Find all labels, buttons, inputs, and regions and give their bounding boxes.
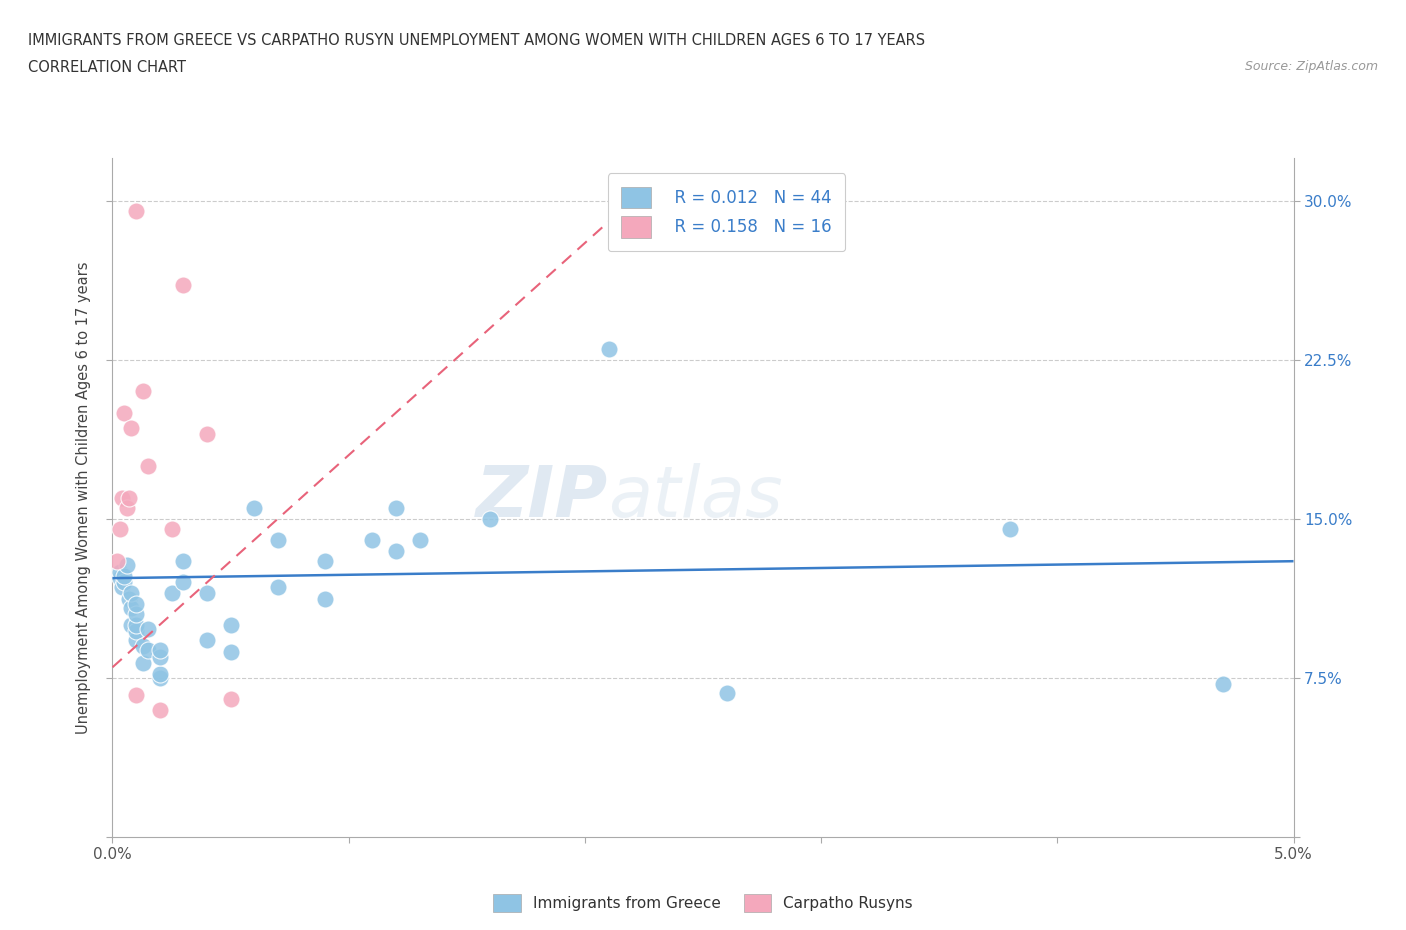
- Point: [125, 687, 148, 702]
- Point: [125, 606, 148, 621]
- Point: [108, 571, 131, 586]
- Point: [136, 643, 159, 658]
- Text: Source: ZipAtlas.com: Source: ZipAtlas.com: [1244, 60, 1378, 73]
- Point: [136, 621, 159, 636]
- Point: [998, 522, 1021, 537]
- Point: [120, 618, 142, 632]
- Point: [598, 341, 620, 356]
- Point: [267, 533, 290, 548]
- Text: atlas: atlas: [609, 463, 783, 532]
- Text: IMMIGRANTS FROM GREECE VS CARPATHO RUSYN UNEMPLOYMENT AMONG WOMEN WITH CHILDREN : IMMIGRANTS FROM GREECE VS CARPATHO RUSYN…: [28, 33, 925, 47]
- Y-axis label: Unemployment Among Women with Children Ages 6 to 17 years: Unemployment Among Women with Children A…: [76, 261, 91, 734]
- Point: [149, 671, 172, 685]
- Point: [120, 601, 142, 616]
- Point: [112, 405, 135, 420]
- Point: [120, 420, 142, 435]
- Text: ZIP: ZIP: [477, 463, 609, 532]
- Point: [108, 522, 131, 537]
- Point: [385, 543, 408, 558]
- Point: [361, 533, 384, 548]
- Point: [136, 458, 159, 473]
- Point: [132, 384, 155, 399]
- Text: CORRELATION CHART: CORRELATION CHART: [28, 60, 186, 75]
- Point: [149, 643, 172, 658]
- Point: [118, 592, 141, 607]
- Point: [105, 553, 128, 568]
- Point: [385, 500, 408, 515]
- Point: [408, 533, 430, 548]
- Point: [314, 592, 336, 607]
- Point: [314, 553, 336, 568]
- Point: [125, 624, 148, 639]
- Point: [160, 586, 183, 601]
- Point: [125, 618, 148, 632]
- Point: [267, 579, 290, 594]
- Point: [108, 565, 131, 579]
- Point: [219, 645, 242, 660]
- Point: [149, 702, 172, 717]
- Point: [172, 278, 194, 293]
- Point: [132, 639, 155, 654]
- Point: [111, 490, 134, 505]
- Point: [120, 586, 142, 601]
- Point: [111, 579, 134, 594]
- Point: [160, 522, 183, 537]
- Point: [115, 558, 138, 573]
- Point: [195, 427, 218, 442]
- Point: [243, 500, 266, 515]
- Point: [125, 596, 148, 611]
- Point: [1212, 677, 1234, 692]
- Point: [125, 632, 148, 647]
- Point: [115, 500, 138, 515]
- Legend:   R = 0.012   N = 44,   R = 0.158   N = 16: R = 0.012 N = 44, R = 0.158 N = 16: [607, 173, 845, 251]
- Point: [118, 490, 141, 505]
- Point: [219, 692, 242, 707]
- Point: [195, 586, 218, 601]
- Legend: Immigrants from Greece, Carpatho Rusyns: Immigrants from Greece, Carpatho Rusyns: [486, 888, 920, 918]
- Point: [149, 666, 172, 681]
- Point: [112, 575, 135, 590]
- Point: [132, 656, 155, 671]
- Point: [219, 618, 242, 632]
- Point: [112, 568, 135, 583]
- Point: [479, 512, 502, 526]
- Point: [149, 649, 172, 664]
- Point: [125, 204, 148, 219]
- Point: [172, 553, 194, 568]
- Point: [195, 632, 218, 647]
- Point: [716, 685, 738, 700]
- Point: [172, 575, 194, 590]
